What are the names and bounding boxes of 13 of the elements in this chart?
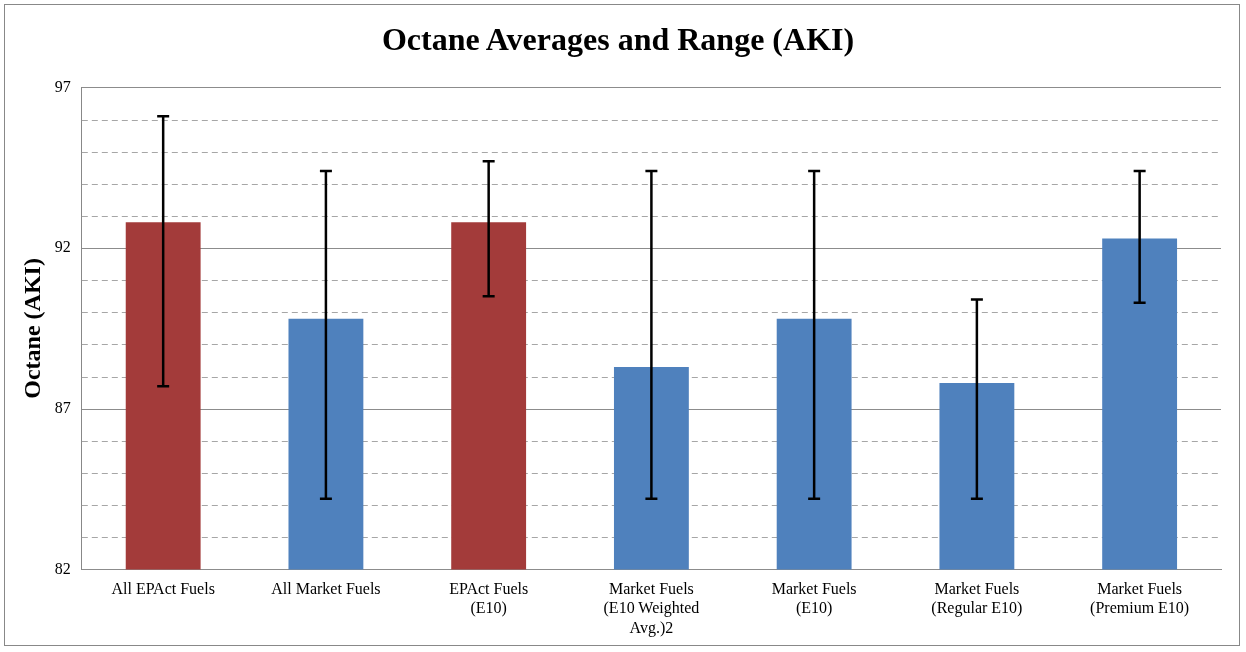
x-tick-label: Market Fuels (E10 Weighted Avg.)2 (603, 580, 700, 637)
y-tick-label: 92 (54, 238, 71, 256)
x-tick-label: All EPAct Fuels (111, 580, 215, 598)
x-tick-label: Market Fuels (E10) (771, 580, 857, 618)
x-tick-label: Market Fuels (Premium E10) (1090, 580, 1190, 618)
x-tick-label: Market Fuels (Regular E10) (931, 580, 1023, 618)
x-tick-label: EPAct Fuels (E10) (449, 580, 529, 618)
y-axis-title: Octane (AKI) (18, 258, 45, 399)
y-tick-label: 82 (54, 559, 71, 577)
y-tick-label: 97 (54, 77, 71, 95)
x-tick-label: All Market Fuels (271, 580, 381, 598)
chart-title: Octane Averages and Range (AKI) (381, 21, 855, 58)
y-tick-label: 87 (54, 398, 71, 416)
